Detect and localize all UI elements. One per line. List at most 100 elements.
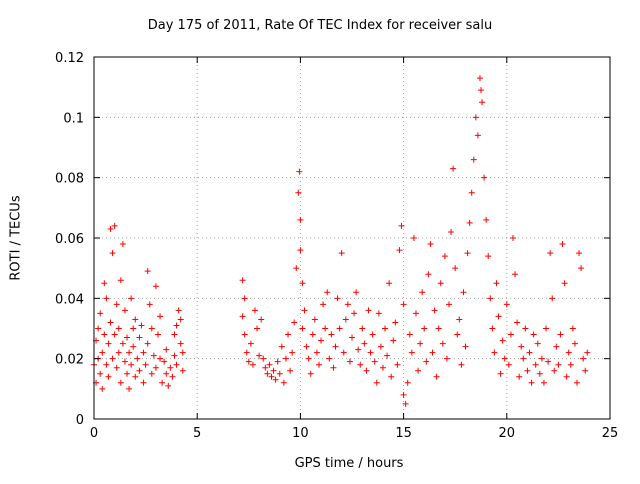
data-point <box>431 307 438 314</box>
data-point <box>573 379 580 386</box>
data-point <box>305 355 312 362</box>
data-point <box>398 222 405 229</box>
data-point <box>576 250 583 257</box>
data-point <box>330 364 337 371</box>
data-point <box>309 331 316 338</box>
x-tick-label: 5 <box>193 426 201 441</box>
data-point <box>503 301 510 308</box>
data-point <box>435 325 442 332</box>
data-point <box>142 361 149 368</box>
data-point <box>287 367 294 374</box>
data-point <box>121 307 128 314</box>
data-point <box>483 216 490 223</box>
data-point <box>375 310 382 317</box>
y-axis-label: ROTI / TECUs <box>8 195 24 281</box>
data-point <box>241 331 248 338</box>
data-point <box>536 370 543 377</box>
data-point <box>518 343 525 350</box>
data-point <box>157 355 164 362</box>
data-point <box>551 367 558 374</box>
data-point <box>132 316 139 323</box>
x-tick-label: 25 <box>602 426 619 441</box>
data-point <box>295 189 302 196</box>
data-point <box>95 325 102 332</box>
data-point <box>351 310 358 317</box>
x-axis-label: GPS time / hours <box>294 456 404 471</box>
data-point <box>157 313 164 320</box>
data-point <box>538 355 545 362</box>
data-point <box>167 364 174 371</box>
data-point <box>311 316 318 323</box>
data-point <box>115 349 122 356</box>
data-point <box>107 225 114 232</box>
data-point <box>128 295 135 302</box>
data-point <box>109 250 116 257</box>
data-point <box>567 361 574 368</box>
data-point <box>99 349 106 356</box>
y-tick-label: 0 <box>76 413 84 428</box>
data-point <box>140 349 147 356</box>
data-point <box>285 331 292 338</box>
data-point <box>495 313 502 320</box>
data-point <box>569 325 576 332</box>
data-point <box>390 337 397 344</box>
data-point <box>456 316 463 323</box>
data-point <box>443 355 450 362</box>
data-point <box>429 349 436 356</box>
data-point <box>144 268 151 275</box>
data-point <box>571 340 578 347</box>
data-point <box>458 361 465 368</box>
data-point <box>128 361 135 368</box>
data-point <box>516 373 523 380</box>
data-point <box>382 325 389 332</box>
data-point <box>239 277 246 284</box>
data-point <box>450 165 457 172</box>
data-point <box>349 334 355 341</box>
data-point <box>410 235 417 241</box>
data-point <box>278 343 285 350</box>
data-point <box>243 349 250 356</box>
data-point <box>299 280 306 287</box>
data-point <box>113 364 120 371</box>
data-point <box>353 289 360 296</box>
data-point <box>150 352 157 359</box>
data-point <box>161 358 168 365</box>
data-point <box>293 265 300 272</box>
data-point <box>280 379 287 386</box>
data-point <box>394 361 401 368</box>
data-point <box>177 340 184 347</box>
data-point <box>481 174 488 181</box>
data-point <box>359 325 366 332</box>
y-tick-label: 0.02 <box>55 353 84 368</box>
data-point <box>148 325 155 332</box>
data-point <box>126 349 133 356</box>
data-point <box>140 379 147 386</box>
data-point <box>555 361 562 368</box>
data-point <box>297 216 304 223</box>
data-point <box>487 295 494 302</box>
data-point <box>169 373 176 380</box>
data-point <box>406 331 413 338</box>
data-point <box>105 340 112 347</box>
data-point <box>299 325 306 332</box>
data-point <box>404 379 411 386</box>
data-point <box>338 250 345 257</box>
data-point <box>522 325 529 332</box>
data-point <box>559 241 566 248</box>
data-point <box>563 373 570 380</box>
data-point <box>540 379 547 386</box>
data-point <box>113 301 120 308</box>
data-point <box>580 355 587 362</box>
data-point <box>245 358 252 365</box>
data-point <box>509 235 516 241</box>
data-point <box>171 331 178 338</box>
data-point <box>119 340 126 347</box>
data-point <box>165 382 172 389</box>
data-point <box>266 361 273 368</box>
data-point <box>549 295 556 302</box>
data-point <box>357 361 364 368</box>
data-point <box>417 340 424 347</box>
data-point <box>270 367 277 374</box>
data-point <box>501 355 508 362</box>
data-point <box>241 295 248 302</box>
